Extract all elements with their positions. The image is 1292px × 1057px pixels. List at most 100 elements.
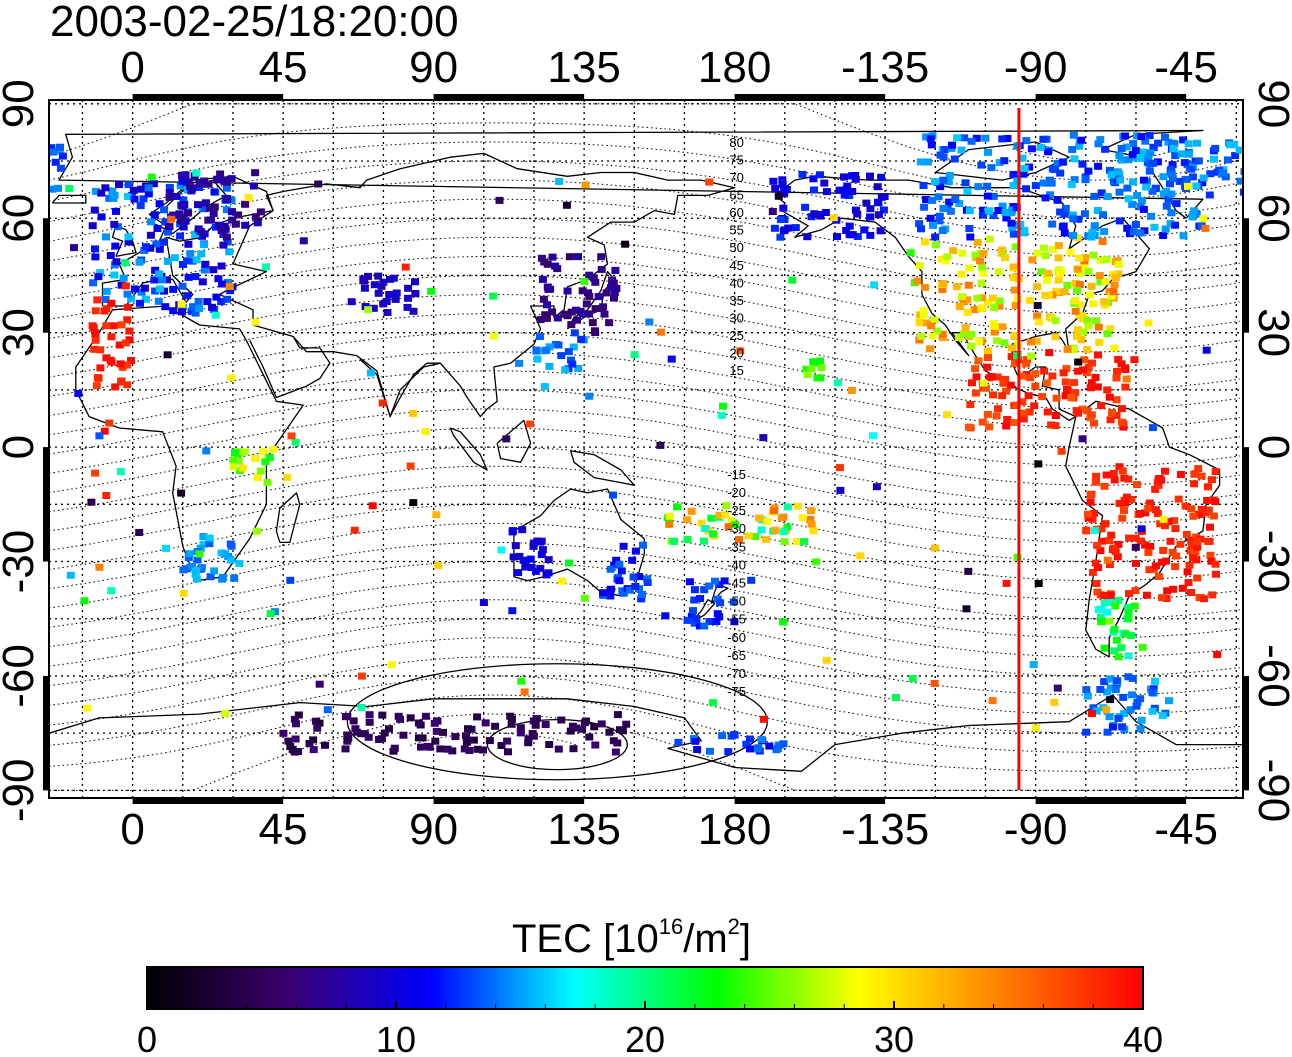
tec-point-alaska — [778, 180, 787, 188]
tec-point-patagonia — [1114, 653, 1123, 661]
tec-point-patagonia — [1130, 602, 1139, 610]
tec-point-pacific-islands — [800, 538, 809, 546]
tec-point-central-america — [1002, 387, 1011, 395]
tec-point-antarctic-peninsula — [1137, 716, 1146, 724]
tec-point-europe — [124, 233, 133, 241]
tec-point-canada-arctic — [917, 225, 925, 233]
tec-point-alaska — [822, 188, 831, 196]
tec-point-canada-arctic — [931, 233, 940, 241]
tec-point-south-america — [1192, 533, 1201, 541]
tec-point-sparse — [1137, 525, 1146, 533]
tec-point-antarctica — [279, 729, 288, 737]
tec-point-canada-arctic — [1084, 167, 1093, 175]
tec-point-sparse — [774, 192, 783, 200]
tec-point-sparse — [1033, 302, 1042, 309]
tec-point-europe — [160, 206, 169, 214]
lat-tick-label-right: 0 — [1249, 435, 1292, 459]
tec-point-pacific-islands — [809, 527, 818, 535]
tec-point-europe — [144, 184, 153, 192]
tec-point-patagonia — [1096, 613, 1105, 621]
tec-point-europe-north — [204, 180, 213, 188]
tec-point-europe — [101, 184, 110, 192]
tec-point-canada-arctic — [929, 221, 937, 229]
tec-point-iberia-morocco — [88, 322, 97, 330]
tec-point-central-america — [1030, 402, 1039, 410]
africa-coast — [75, 305, 304, 582]
tec-point-europe — [217, 298, 226, 306]
tec-point-south-america — [1106, 591, 1115, 599]
tec-point-alaska — [853, 210, 862, 218]
tec-point-pacific-islands — [724, 523, 733, 531]
tec-point-central-america — [1024, 392, 1033, 400]
magnetic-latitude-label: -40 — [727, 557, 746, 572]
frame-tick-bar-bottom — [1035, 798, 1187, 804]
tec-point-europe — [90, 206, 99, 214]
tec-point-alaska — [771, 185, 780, 192]
tec-point-south-america — [1211, 468, 1220, 475]
tec-point-south-america — [1166, 537, 1175, 545]
tec-point-canada-arctic — [1128, 200, 1137, 208]
tec-point-canada-arctic — [936, 183, 945, 191]
tec-point-central-america — [1038, 393, 1047, 401]
tec-point-canada-arctic — [940, 146, 949, 154]
tec-point-canada-arctic — [998, 202, 1007, 210]
tec-point-alaska — [853, 233, 862, 240]
tec-point-south-america — [1121, 499, 1130, 507]
tec-point-europe — [195, 305, 204, 312]
tec-point-alaska — [851, 206, 860, 214]
tec-point-north-america — [1073, 287, 1081, 295]
tec-point-australia-west — [509, 553, 518, 561]
tec-point-sparse — [856, 552, 865, 560]
tec-point-japan-korea — [563, 287, 572, 295]
tec-point-alaska — [873, 183, 882, 191]
tec-point-patagonia — [1094, 606, 1103, 614]
tec-point-central-america — [978, 418, 987, 426]
tec-point-canada-arctic — [955, 200, 964, 207]
tec-point-canada-arctic — [915, 220, 924, 228]
tec-point-south-america — [1136, 537, 1145, 545]
lon-tick-label-bottom: 180 — [698, 805, 771, 854]
tec-point-australia-west — [542, 571, 551, 579]
tec-point-taiwan-okinawa — [554, 341, 563, 349]
tec-point-south-america — [1191, 548, 1200, 556]
tec-point-sparse — [227, 374, 236, 382]
tec-point-canada-arctic — [1167, 209, 1176, 217]
tec-point-sparse — [179, 589, 188, 597]
tec-point-canada-arctic — [1058, 158, 1067, 166]
tec-point-north-america — [1075, 311, 1084, 319]
tec-point-antarctica — [590, 723, 599, 731]
tec-point-north-america — [1114, 260, 1123, 268]
tec-point-sparse — [1078, 435, 1087, 443]
tec-point-patagonia — [1105, 617, 1114, 625]
tec-point-antarctica — [436, 745, 445, 753]
tec-point-antarctic-peninsula — [1136, 725, 1145, 733]
tec-point-north-america — [1083, 316, 1092, 324]
tec-point-pacific-islands — [715, 511, 724, 519]
tec-point-hawaii — [807, 365, 816, 373]
tec-point-central-america — [1078, 405, 1087, 413]
tec-point-central-america — [1079, 366, 1087, 374]
tec-point-pacific-islands — [683, 516, 691, 524]
tec-point-canada-arctic — [948, 141, 957, 149]
tec-point-south-america — [1131, 534, 1140, 542]
tec-point-north-america — [978, 294, 986, 302]
tec-point-antarctica — [545, 741, 554, 748]
tec-point-canada-arctic — [1060, 229, 1069, 237]
tec-point-south-america — [1168, 548, 1177, 556]
tec-point-east-africa — [231, 449, 239, 457]
lon-tick-label-bottom: -135 — [841, 805, 929, 854]
tec-point-canada-arctic — [1129, 140, 1138, 148]
colorbar-tick-label: 10 — [376, 1019, 416, 1057]
tec-point-canada-arctic — [1053, 159, 1062, 167]
magnetic-latitude-label: -50 — [727, 594, 746, 609]
tec-point-east-africa — [265, 454, 274, 462]
tec-point-europe — [155, 245, 164, 253]
tec-point-pacific-islands — [751, 533, 760, 540]
tec-point-iberia-morocco — [111, 383, 120, 391]
tec-point-europe — [117, 281, 126, 289]
tec-point-alaska — [776, 233, 785, 241]
tec-point-canada-arctic — [972, 134, 981, 142]
lon-tick-label-top: 90 — [409, 43, 458, 92]
tec-point-alaska — [809, 175, 818, 183]
tec-point-canada-arctic — [1013, 142, 1022, 150]
